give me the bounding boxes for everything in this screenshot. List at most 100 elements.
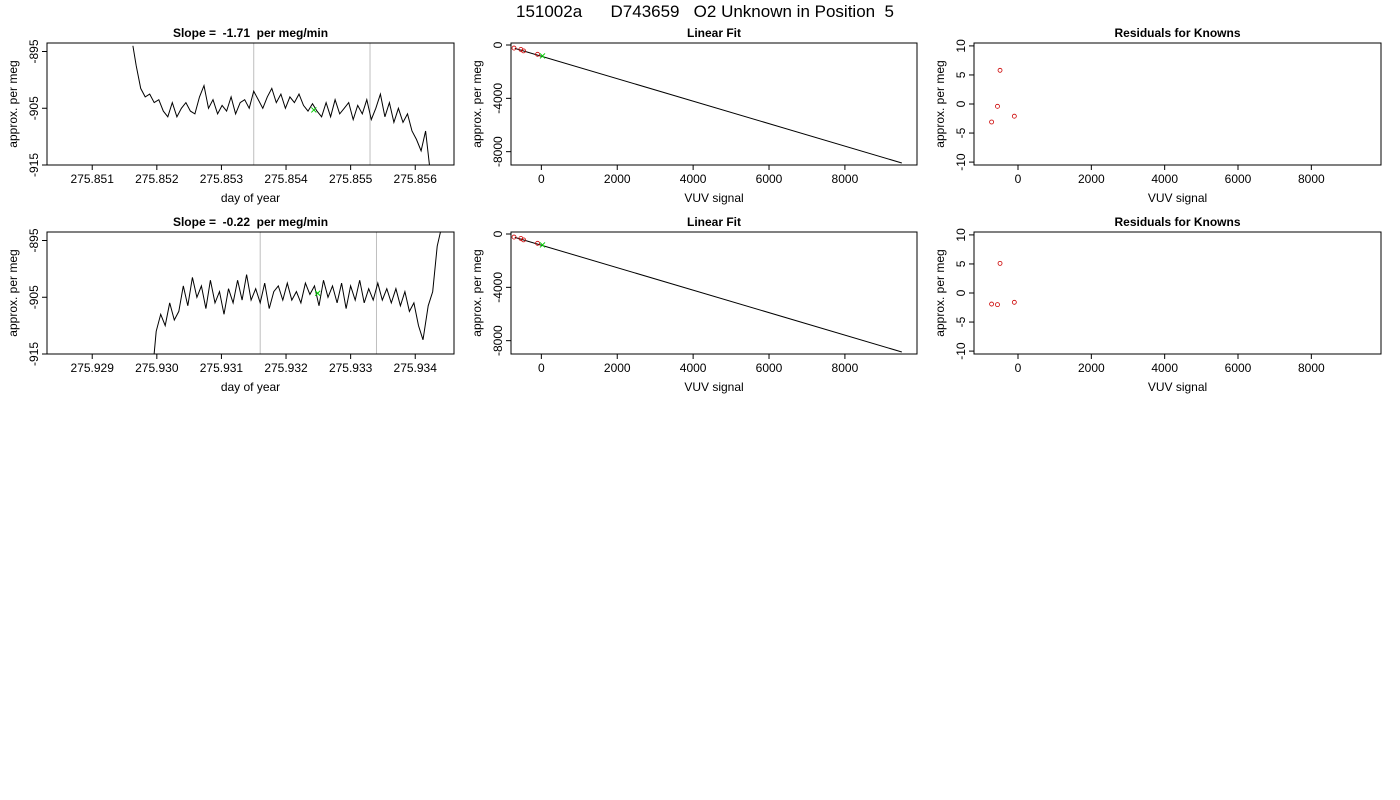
panel-title: Slope = -0.22 per meg/min [173,215,328,229]
x-tick-label: 2000 [1078,172,1105,186]
x-tick-label: 275.932 [264,361,308,375]
y-tick-label: 5 [954,71,968,78]
y-tick-label: 10 [954,228,968,242]
known-point [997,67,1003,73]
y-axis-label: approx. per meg [933,60,947,147]
x-tick-label: 275.934 [394,361,438,375]
panel-title: Slope = -1.71 per meg/min [173,26,328,40]
y-axis-label: approx. per meg [933,249,947,336]
x-tick-label: 275.930 [135,361,179,375]
x-tick-label: 275.856 [394,172,438,186]
y-axis-label: approx. per meg [470,249,484,336]
y-tick-label: 0 [491,41,505,48]
x-tick-label: 275.854 [264,172,308,186]
plot-data-group [989,260,1017,308]
known-point [1011,299,1017,305]
known-point [989,119,994,125]
unknown-marker-stroke-b [539,242,546,248]
x-tick-label: 2000 [604,172,631,186]
x-axis-label: VUV signal [684,191,743,205]
plot-data-group [511,234,902,353]
x-tick-label: 8000 [832,361,859,375]
y-axis-label: approx. per meg [6,249,20,336]
y-tick-label: -10 [954,342,968,360]
known-point [511,234,517,240]
x-tick-label: 4000 [1151,361,1178,375]
y-tick-label: -4000 [491,272,505,303]
plot-data-group [511,45,902,164]
x-tick-label: 4000 [1151,172,1178,186]
plot-data-group [132,45,430,165]
y-tick-label: -905 [27,96,41,120]
unknown-marker-stroke-b [314,290,321,297]
panel-title: Linear Fit [687,26,741,40]
y-tick-label: -915 [27,342,41,366]
x-tick-label: 8000 [1298,361,1325,375]
chart-panel-4: Slope = -0.22 per meg/min 275.929 275.930 2… [6,215,455,394]
fit-line [514,47,902,164]
x-tick-label: 6000 [756,172,783,186]
x-tick-label: 2000 [604,361,631,375]
chart-panel-6: Residuals for Knowns 0 2000 4000 6000 8000 VUV… [933,215,1382,394]
plot-data-group [153,232,441,354]
known-point [511,45,517,51]
x-tick-label: 6000 [1225,172,1252,186]
known-point [521,237,526,243]
fit-line [514,236,902,353]
panel-title: Residuals for Knowns [1114,26,1240,40]
plot-frame [973,231,1382,355]
known-point [521,48,526,54]
x-tick-label: 4000 [680,172,707,186]
x-tick-label: 275.851 [71,172,115,186]
x-tick-label: 275.931 [200,361,244,375]
known-point [1011,113,1017,119]
x-axis-label: VUV signal [1148,380,1207,394]
x-tick-label: 275.929 [71,361,115,375]
x-axis-label: day of year [221,191,280,205]
figure-title: 151002a D743659 O2 Unknown in Position 5 [516,2,894,21]
x-tick-label: 6000 [1225,361,1252,375]
chart-panel-5: Linear Fit 0 2000 4000 6000 8000 VUV signal -80… [470,215,918,394]
y-tick-label: 0 [954,100,968,107]
data-series-line [153,232,441,354]
plot-frame [510,231,918,355]
known-point [535,240,540,246]
x-tick-label: 275.852 [135,172,179,186]
x-tick-label: 6000 [756,361,783,375]
y-tick-label: -895 [27,228,41,252]
x-tick-label: 8000 [832,172,859,186]
y-tick-label: -8000 [491,136,505,167]
chart-panel-2: Linear Fit 0 2000 4000 6000 8000 VUV signal -80… [470,26,918,205]
y-tick-label: -895 [27,39,41,63]
x-tick-label: 275.853 [200,172,244,186]
x-tick-label: 0 [1015,172,1022,186]
known-point [518,47,524,52]
x-tick-label: 275.855 [329,172,373,186]
x-tick-label: 0 [538,172,545,186]
y-axis-label: approx. per meg [6,60,20,147]
known-point [997,260,1003,266]
y-tick-label: -5 [954,316,968,327]
y-tick-label: -915 [27,153,41,177]
y-tick-label: -905 [27,285,41,309]
x-tick-label: 8000 [1298,172,1325,186]
y-tick-label: 0 [954,289,968,296]
chart-panel-3: Residuals for Knowns 0 2000 4000 6000 8000 VUV… [933,26,1382,205]
y-tick-label: -5 [954,127,968,138]
plot-frame [973,42,1382,166]
chart-panel-1: Slope = -1.71 per meg/min 275.851 275.852 2… [6,26,455,205]
y-tick-label: -8000 [491,325,505,356]
x-tick-label: 2000 [1078,361,1105,375]
y-tick-label: -10 [954,153,968,171]
x-axis-label: day of year [221,380,280,394]
y-tick-label: 5 [954,260,968,267]
known-point [989,301,994,307]
x-axis-label: VUV signal [684,380,743,394]
known-point [995,103,1000,109]
x-axis-label: VUV signal [1148,191,1207,205]
unknown-marker-stroke-b [539,53,546,59]
panel-title: Linear Fit [687,215,741,229]
known-point [535,51,540,57]
known-point [995,302,1000,308]
